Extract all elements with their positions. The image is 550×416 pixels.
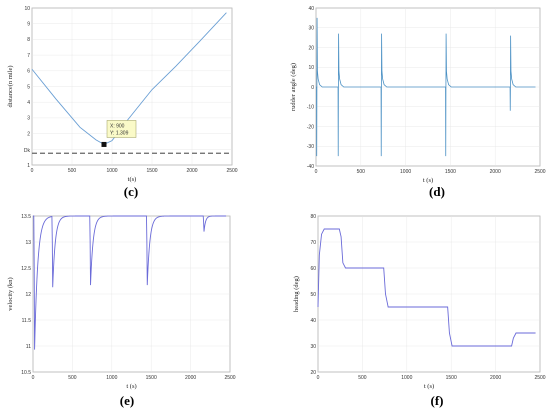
panel-caption: (e) xyxy=(120,393,134,408)
x-tick-label: 2000 xyxy=(490,169,501,175)
x-tick-label: 2000 xyxy=(185,375,196,381)
x-tick-label: 500 xyxy=(358,375,367,381)
y-tick-label: 11.5 xyxy=(22,318,32,324)
series-line xyxy=(317,228,536,347)
y-tick-label: 70 xyxy=(310,240,316,246)
x-tick-label: 1500 xyxy=(445,169,456,175)
panel-caption: (f) xyxy=(431,393,444,408)
x-tick-label: 0 xyxy=(31,168,34,174)
x-tick-label: 2000 xyxy=(490,375,501,381)
y-tick-label: 30 xyxy=(310,344,316,350)
y-axis-label: rudder angle (deg) xyxy=(290,63,297,111)
y-tick-label: 10 xyxy=(308,65,314,71)
x-tick-label: 500 xyxy=(68,375,77,381)
x-tick-label: 1500 xyxy=(146,375,157,381)
x-tick-label: 2500 xyxy=(226,168,237,174)
y-tick-label: 20 xyxy=(308,45,314,51)
y-tick-label: -10 xyxy=(307,105,314,111)
x-tick-label: 1000 xyxy=(401,375,412,381)
y-tick-label: 60 xyxy=(310,266,316,272)
series-line xyxy=(31,12,227,145)
y-tick-label: 6 xyxy=(27,69,30,75)
y-tick-label: 40 xyxy=(308,6,314,12)
x-tick-label: 0 xyxy=(32,375,35,381)
y-tick-label: 30 xyxy=(308,26,314,32)
y-tick-label: 4 xyxy=(27,100,30,106)
x-tick-label: 2500 xyxy=(534,169,545,175)
y-tick-label: 7 xyxy=(27,53,30,59)
y-axis-label: velocity (kn) xyxy=(7,277,14,310)
y-tick-label: 3 xyxy=(27,116,30,122)
x-tick-label: 2500 xyxy=(224,375,235,381)
y-tick-label: -40 xyxy=(307,164,314,170)
chart-d: 0 500 1000 1500 2000 2500 -40 -30 -20 -10 0 10 20 30 4… xyxy=(290,6,546,199)
y-tick-label: 40 xyxy=(310,318,316,324)
x-axis-label: t (s) xyxy=(424,383,434,390)
reference-line-label: Dk xyxy=(24,148,31,154)
series-line xyxy=(33,215,227,350)
x-tick-label: 500 xyxy=(357,169,366,175)
x-tick-label: 1500 xyxy=(146,168,157,174)
y-tick-label: -20 xyxy=(307,124,314,130)
y-tick-label: 1 xyxy=(27,163,30,169)
chart-f: 0 500 1000 1500 2000 2500 20 30 40 50 60 70 80 t (s) h… xyxy=(293,214,546,408)
y-tick-label: 20 xyxy=(310,370,316,376)
y-tick-label: 10 xyxy=(24,6,30,12)
y-tick-label: 80 xyxy=(310,214,316,220)
x-tick-label: 1000 xyxy=(106,375,117,381)
series-line xyxy=(316,17,536,157)
panel-caption: (c) xyxy=(124,184,138,199)
y-tick-label: 5 xyxy=(27,84,30,90)
data-marker xyxy=(101,141,107,147)
y-axis-label: heading (deg) xyxy=(293,276,300,312)
x-tick-label: 2000 xyxy=(186,168,197,174)
x-tick-label: 0 xyxy=(315,169,318,175)
y-tick-label: 9 xyxy=(27,22,30,28)
panel-caption: (d) xyxy=(429,184,445,199)
datatip-x: X: 900 xyxy=(110,123,125,129)
y-tick-label: 13 xyxy=(25,240,31,246)
x-axis-label: t (s) xyxy=(126,383,136,390)
datatip-box xyxy=(106,120,137,138)
x-tick-label: 1000 xyxy=(106,168,117,174)
y-tick-label: 12.5 xyxy=(21,266,31,272)
x-tick-label: 1000 xyxy=(400,169,411,175)
y-tick-label: 10.5 xyxy=(21,370,31,376)
x-tick-label: 1500 xyxy=(446,375,457,381)
y-tick-label: 12 xyxy=(25,292,31,298)
y-tick-label: 2 xyxy=(27,131,30,137)
y-tick-label: 11 xyxy=(26,344,31,350)
chart-e: 0 500 1000 1500 2000 2500 10.5 11 11.5 12 12.5 13 13… xyxy=(7,214,236,408)
y-tick-label: -30 xyxy=(307,144,314,150)
x-axis-label: t (s) xyxy=(423,177,433,184)
y-tick-label: 0 xyxy=(311,85,314,91)
y-tick-label: 13.5 xyxy=(21,214,31,220)
x-tick-label: 500 xyxy=(68,168,77,174)
x-axis-label: t(s) xyxy=(128,176,137,183)
y-axis-label: distance(n mile) xyxy=(7,65,14,107)
datatip-y: Y: 1.309 xyxy=(110,130,129,136)
x-tick-label: 0 xyxy=(317,375,320,381)
y-tick-label: 50 xyxy=(310,292,316,298)
chart-c: 0 500 1000 1500 2000 2500 1 2 3 4 5 6 7 8 9 10 t(s) dista… xyxy=(7,6,238,199)
x-tick-label: 2500 xyxy=(534,375,545,381)
y-tick-label: 8 xyxy=(27,37,30,43)
